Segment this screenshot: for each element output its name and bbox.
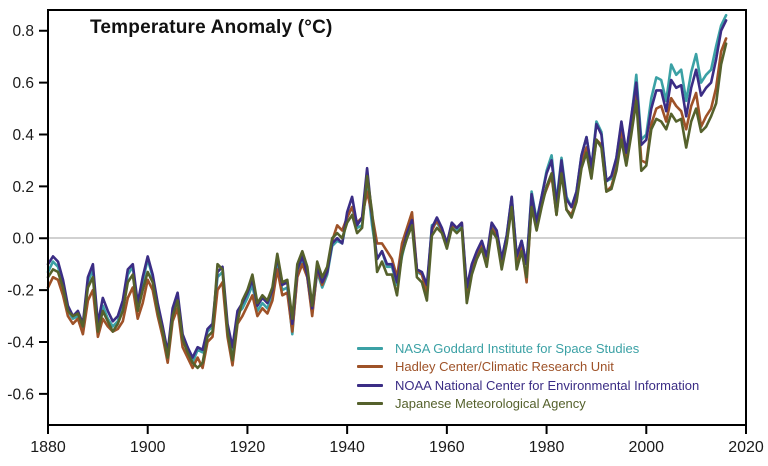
legend-label-jma: Japanese Meteorological Agency [395,396,586,412]
legend-item-jma: Japanese Meteorological Agency [357,395,699,414]
legend-label-nasa: NASA Goddard Institute for Space Studies [395,340,640,356]
x-tick-label: 1960 [429,439,465,456]
y-axis: 0.8 0.6 0.4 0.2 0.0 -0.2 -0.4 -0.6 [7,23,48,403]
y-tick-label: 0.2 [12,179,34,196]
legend-label-noaa: NOAA National Center for Environmental I… [395,377,700,393]
x-tick-label: 1880 [30,439,66,456]
legend-label-hadley: Hadley Center/Climatic Research Unit [395,359,614,375]
x-tick-label: 2000 [628,439,664,456]
x-tick-label: 2020 [728,439,764,456]
y-tick-label: -0.4 [7,334,34,351]
x-axis: 1880 1900 1920 1940 1960 1980 2000 2020 [30,425,764,456]
noaa-line-swatch [357,383,383,387]
x-tick-label: 1940 [329,439,365,456]
series-line-1 [46,37,728,370]
y-tick-label: -0.6 [7,386,34,403]
legend-item-nasa: NASA Goddard Institute for Space Studies [357,339,699,358]
plot-frame [47,9,747,426]
legend: NASA Goddard Institute for Space Studies… [357,339,699,413]
legend-item-hadley: Hadley Center/Climatic Research Unit [357,358,699,377]
y-tick-label: 0.0 [12,231,34,248]
y-tick-label: 0.6 [12,75,34,92]
y-tick-label: -0.2 [7,283,34,300]
series-line-2 [46,19,728,359]
nasa-line-swatch [357,346,383,350]
x-tick-label: 1920 [230,439,266,456]
legend-item-noaa: NOAA National Center for Environmental I… [357,376,699,395]
series-lines [46,13,728,370]
y-tick-label: 0.4 [12,127,34,144]
series-line-0 [46,13,728,365]
series-line-3 [46,42,728,370]
x-tick-label: 1980 [529,439,565,456]
jma-line-swatch [357,402,383,406]
chart-title: Temperature Anomaly (°C) [90,17,333,38]
x-tick-label: 1900 [130,439,166,456]
hadley-line-swatch [357,365,383,369]
y-tick-label: 0.8 [12,23,34,40]
